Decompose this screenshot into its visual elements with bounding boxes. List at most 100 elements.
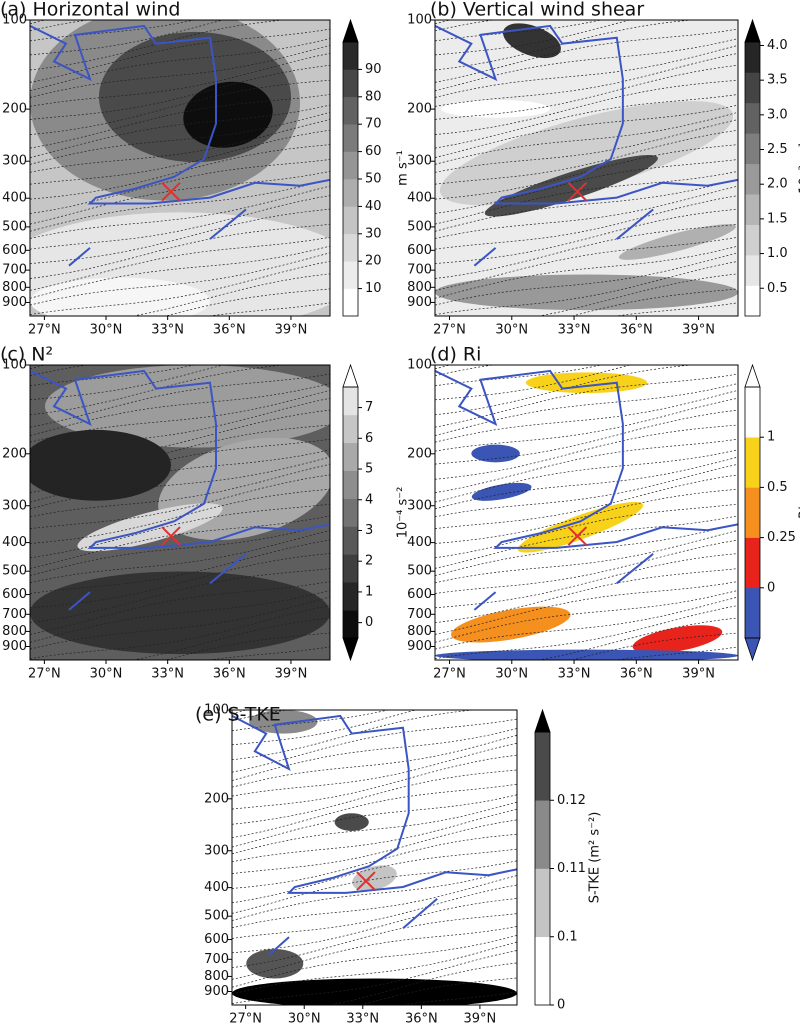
cross-marker xyxy=(567,181,588,202)
colorbar-tick-label: 0 xyxy=(365,615,373,630)
y-tick-label: 700 xyxy=(2,263,27,278)
field-patch xyxy=(439,101,734,206)
field-patch xyxy=(435,274,738,311)
field-patch xyxy=(632,625,723,654)
x-tick-label: 30°N xyxy=(90,667,123,682)
contour-line xyxy=(232,941,517,995)
colorbar-tick-label: 1.5 xyxy=(767,211,788,226)
colorbar-box xyxy=(343,470,358,499)
colorbar-tick-label: 0.11 xyxy=(557,861,586,876)
contour-line xyxy=(30,171,330,225)
colorbar-tick-label: 50 xyxy=(365,172,382,187)
contour-line xyxy=(232,710,476,761)
contour-line xyxy=(30,111,330,165)
contour-line xyxy=(435,383,738,436)
contour-line xyxy=(435,252,738,306)
contour-line xyxy=(30,553,330,609)
colorbar-box xyxy=(535,732,550,801)
contour-line xyxy=(435,424,738,480)
contour-line xyxy=(435,539,738,594)
colorbar-tick-label: 0 xyxy=(557,998,565,1013)
y-tick-label: 900 xyxy=(204,984,229,999)
y-tick-label: 300 xyxy=(407,498,432,513)
contour-line xyxy=(30,503,330,559)
contour-line xyxy=(435,605,738,659)
contour-line xyxy=(232,848,517,904)
colorbar-extend xyxy=(342,363,359,388)
y-tick-label: 800 xyxy=(2,624,27,639)
plot-frame xyxy=(29,19,331,317)
tropopause-line xyxy=(68,591,91,611)
contour-line xyxy=(537,617,738,660)
contour-line xyxy=(435,438,738,494)
contour-line xyxy=(435,223,738,279)
contour-line xyxy=(571,632,738,660)
colorbar-box xyxy=(745,194,760,225)
x-tick-label: 33°N xyxy=(346,1012,379,1024)
y-tick-label: 200 xyxy=(407,446,432,461)
plot-area xyxy=(435,20,738,316)
field-patch xyxy=(435,649,738,660)
x-tick-label: 36°N xyxy=(620,667,653,682)
contour-line xyxy=(232,950,517,1004)
contour-line xyxy=(435,503,738,559)
contour-line xyxy=(232,710,417,746)
colorbar-box xyxy=(745,437,760,488)
colorbar-box xyxy=(343,526,358,555)
x-tick-label: 27°N xyxy=(28,667,61,682)
colorbar-extend xyxy=(744,637,761,662)
colorbar-box xyxy=(535,868,550,938)
y-tick-label: 800 xyxy=(2,280,27,295)
contour-line xyxy=(435,596,738,650)
contour-line xyxy=(571,288,738,316)
colorbar-frame xyxy=(342,386,359,639)
contour-line xyxy=(435,144,738,200)
contour-line xyxy=(435,52,738,107)
contour-line xyxy=(30,20,225,56)
y-tick-label: 800 xyxy=(407,624,432,639)
contour-line xyxy=(232,860,517,914)
colorbar-tick-label: 6 xyxy=(365,431,373,446)
y-tick-label: 700 xyxy=(407,607,432,622)
colorbar-tick-label: 4 xyxy=(365,492,373,507)
contour-line xyxy=(435,38,738,92)
contour-line xyxy=(232,728,517,781)
y-tick-label: 900 xyxy=(2,295,27,310)
x-tick-label: 30°N xyxy=(495,323,528,338)
contour-line xyxy=(30,568,330,624)
y-tick-label: 900 xyxy=(407,295,432,310)
field-patch xyxy=(451,606,571,643)
colorbar-tick-label: 3.5 xyxy=(767,73,788,88)
x-tick-label: 30°N xyxy=(90,323,123,338)
contour-line xyxy=(232,868,517,921)
contour-line xyxy=(435,365,603,387)
colorbar-tick-label: 30 xyxy=(365,226,382,241)
contour-line xyxy=(613,302,738,316)
x-tick-label: 27°N xyxy=(433,323,466,338)
colorbar-box xyxy=(343,96,358,125)
contour-line xyxy=(435,553,738,609)
tropopause-line xyxy=(435,24,738,205)
colorbar-extend xyxy=(744,18,761,43)
contour-line xyxy=(30,38,330,92)
tropopause-line xyxy=(435,369,738,549)
contour-line xyxy=(435,515,738,569)
y-tick-label: 400 xyxy=(2,535,27,550)
contour-line xyxy=(30,45,330,98)
contour-line xyxy=(232,913,517,969)
contour-line xyxy=(435,119,738,173)
contour-line xyxy=(435,178,738,232)
y-tick-label: 600 xyxy=(407,243,432,258)
colorbar-box xyxy=(343,179,358,207)
y-tick-label: 700 xyxy=(204,952,229,967)
colorbar-tick-label: 0.25 xyxy=(767,530,796,545)
contour-line xyxy=(30,449,330,503)
x-tick-label: 27°N xyxy=(28,323,61,338)
plot-frame xyxy=(231,709,518,1006)
colorbar-tick-label: 0 xyxy=(767,580,775,595)
field-patch xyxy=(441,99,551,118)
colorbar-tick-label: 2 xyxy=(365,554,373,569)
contour-line xyxy=(435,129,738,185)
y-tick-label: 600 xyxy=(2,243,27,258)
contour-line xyxy=(30,208,330,264)
